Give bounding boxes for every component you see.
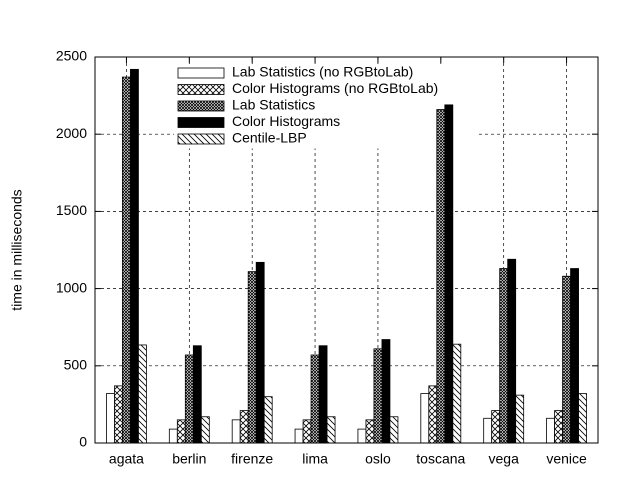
legend-label: Color Histograms — [232, 113, 340, 129]
y-tick-label: 0 — [79, 434, 87, 450]
bar — [499, 268, 509, 444]
bar — [294, 428, 304, 444]
y-tick-label: 1500 — [56, 202, 87, 218]
legend-label: Lab Statistics — [232, 97, 315, 113]
bar — [106, 393, 115, 444]
bar — [436, 109, 446, 444]
bar — [546, 417, 555, 444]
bar — [554, 410, 563, 444]
bar — [452, 343, 462, 444]
bar — [318, 345, 328, 444]
bar — [483, 417, 493, 444]
bar — [310, 354, 320, 444]
x-tick-label: venice — [546, 451, 587, 467]
y-axis-label: time in milliseconds — [9, 189, 25, 310]
bar — [302, 419, 312, 444]
bar — [515, 394, 525, 444]
bar — [255, 261, 265, 444]
y-tick-label: 1000 — [56, 279, 87, 295]
bar — [373, 348, 383, 444]
bar — [192, 345, 202, 444]
plot-frame — [94, 56, 599, 444]
x-tick-label: oslo — [365, 451, 391, 467]
x-tick-label: agata — [109, 451, 144, 467]
bar — [491, 410, 501, 444]
bar — [247, 271, 257, 444]
x-tick-label: berlin — [172, 451, 206, 467]
legend-swatch — [177, 100, 225, 112]
y-tick-label: 2500 — [56, 48, 87, 64]
bar — [507, 258, 517, 444]
x-tick-label: toscana — [416, 451, 465, 467]
bar — [114, 385, 123, 444]
bar — [562, 275, 571, 444]
bar — [570, 268, 579, 444]
bar — [326, 416, 336, 444]
bar — [365, 419, 375, 444]
legend-label: Color Histograms (no RGBtoLab) — [232, 80, 438, 96]
legend-swatch — [177, 67, 225, 79]
bar — [122, 76, 131, 444]
bar — [184, 354, 194, 444]
bar — [231, 419, 241, 444]
bar — [130, 68, 139, 444]
x-tick-label: vega — [489, 451, 520, 467]
legend-label: Centile-LBP — [232, 130, 307, 146]
bar — [444, 104, 454, 444]
legend-swatch — [177, 84, 225, 95]
legend-background — [174, 64, 479, 149]
bar — [578, 393, 587, 444]
legend-label: Lab Statistics (no RGBtoLab) — [232, 64, 413, 80]
bar — [263, 396, 273, 444]
x-tick-label: lima — [302, 451, 328, 467]
legend-swatch — [177, 133, 225, 145]
bar — [138, 344, 147, 444]
x-tick-label: firenze — [231, 451, 273, 467]
bar — [200, 416, 210, 444]
legend-swatch — [177, 117, 225, 128]
y-tick-label: 500 — [64, 357, 88, 373]
bar — [420, 393, 430, 444]
bar — [428, 385, 438, 444]
bar — [168, 428, 178, 444]
bar — [389, 416, 399, 444]
bar — [357, 428, 367, 444]
bar — [239, 410, 249, 444]
y-tick-label: 2000 — [56, 125, 87, 141]
bar — [176, 419, 186, 444]
bar — [381, 339, 391, 444]
